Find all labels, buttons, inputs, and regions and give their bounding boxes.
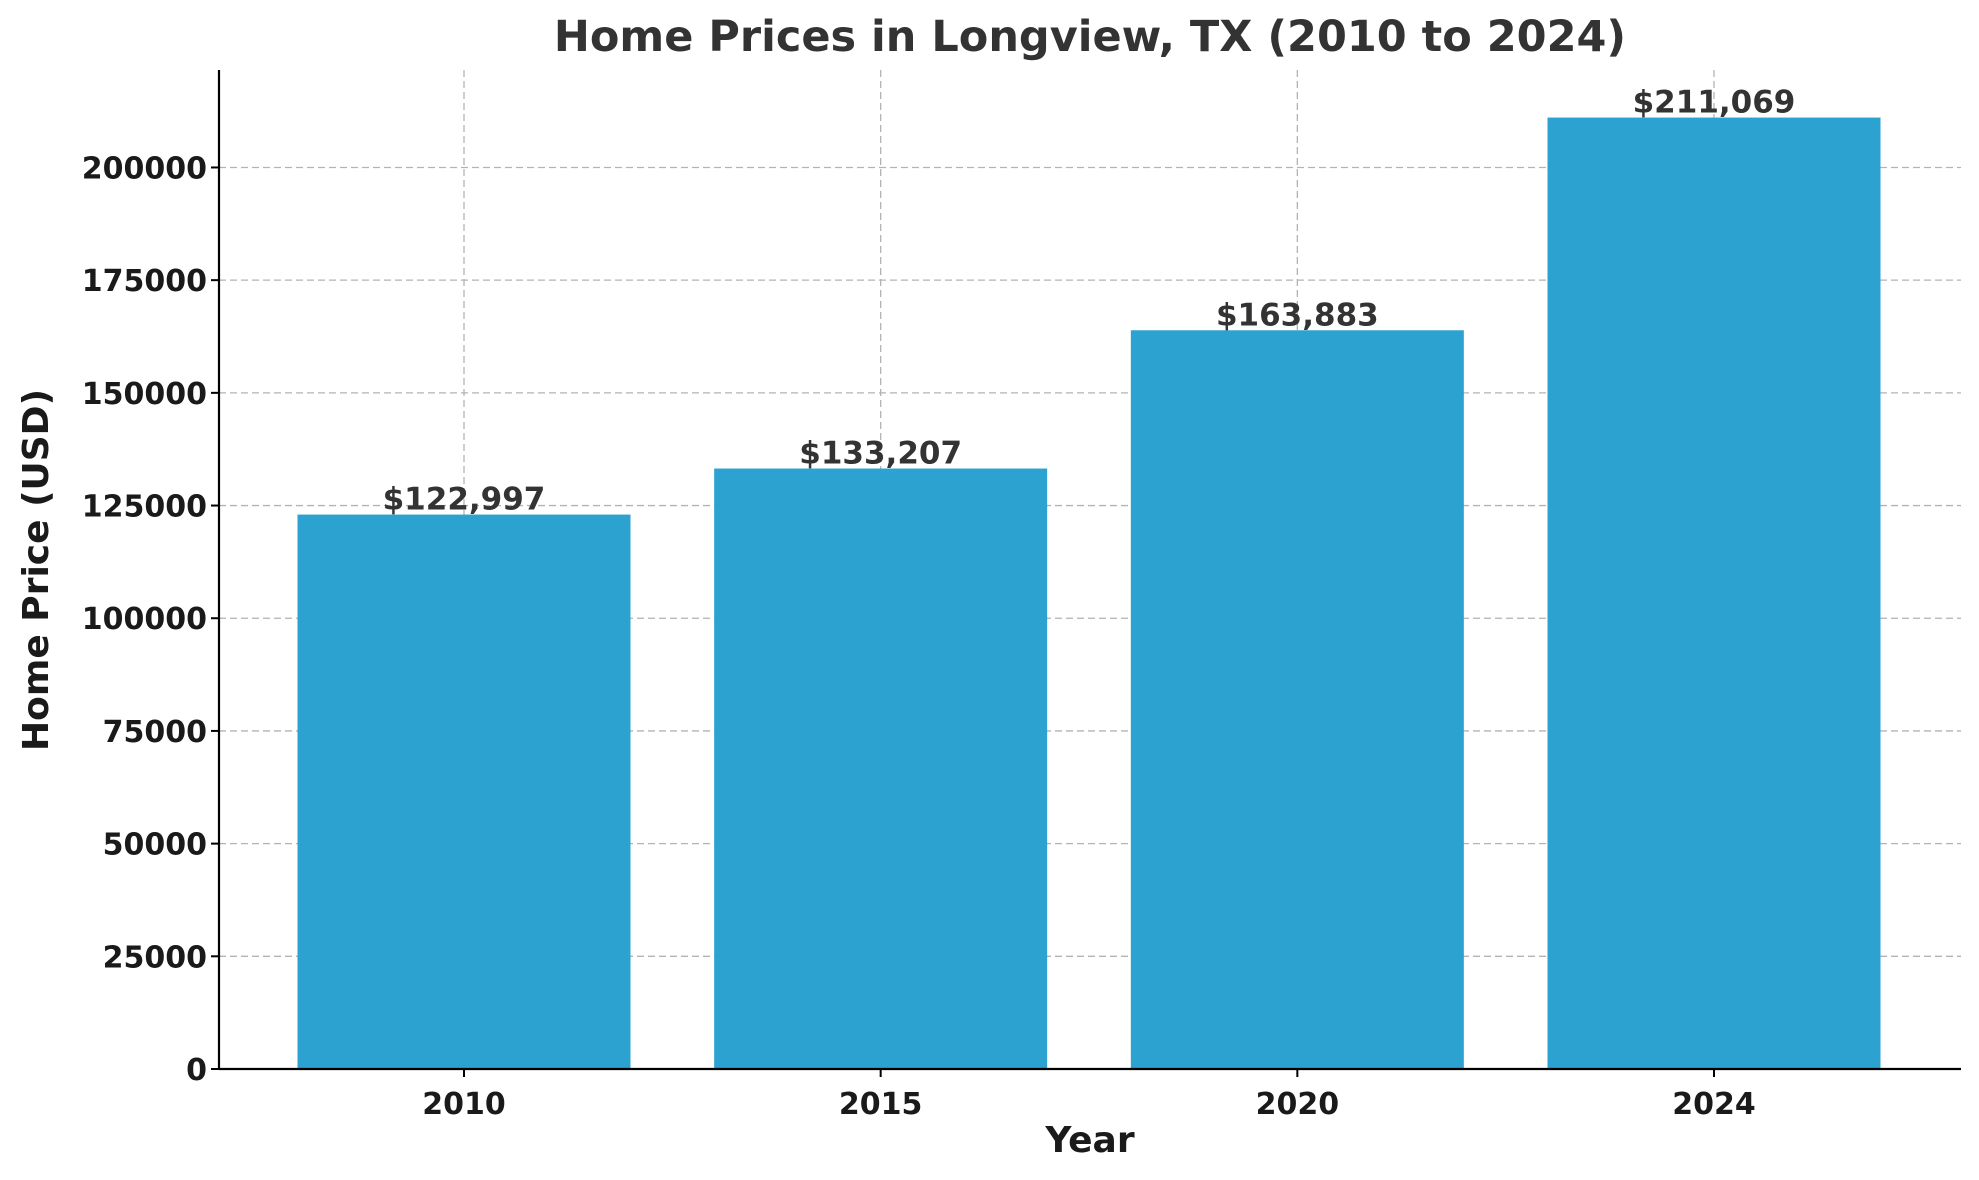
data-label: $133,207	[799, 436, 962, 472]
chart-title: Home Prices in Longview, TX (2010 to 202…	[554, 12, 1626, 62]
bar-layer	[297, 117, 1881, 1069]
y-tick-label: 25000	[103, 940, 207, 975]
label-layer: 0 25000 50000 75000 100000 125000 150000 175000…	[82, 85, 1796, 1122]
y-tick-label: 75000	[103, 715, 207, 750]
bar-2015	[714, 468, 1048, 1069]
y-tick-label: 100000	[82, 602, 207, 637]
y-tick-label: 0	[186, 1053, 207, 1088]
data-label: $163,883	[1216, 297, 1379, 333]
x-axis-label: Year	[1044, 1120, 1134, 1161]
bar-2010	[297, 514, 631, 1069]
y-tick-label: 150000	[82, 377, 207, 412]
bar-2024	[1547, 117, 1881, 1069]
y-tick-label: 200000	[82, 151, 207, 186]
y-tick-label: 125000	[82, 490, 207, 525]
bar-2020	[1130, 330, 1464, 1069]
data-label: $122,997	[383, 482, 546, 518]
y-tick-label: 175000	[82, 264, 207, 299]
x-tick-label: 2015	[839, 1087, 923, 1122]
y-tick-label: 50000	[103, 828, 207, 863]
x-tick-label: 2010	[422, 1087, 506, 1122]
y-axis-label: Home Price (USD)	[16, 389, 57, 751]
axis-layer	[211, 70, 1961, 1077]
x-tick-label: 2024	[1672, 1087, 1756, 1122]
data-label: $211,069	[1633, 85, 1796, 121]
x-tick-label: 2020	[1256, 1087, 1340, 1122]
